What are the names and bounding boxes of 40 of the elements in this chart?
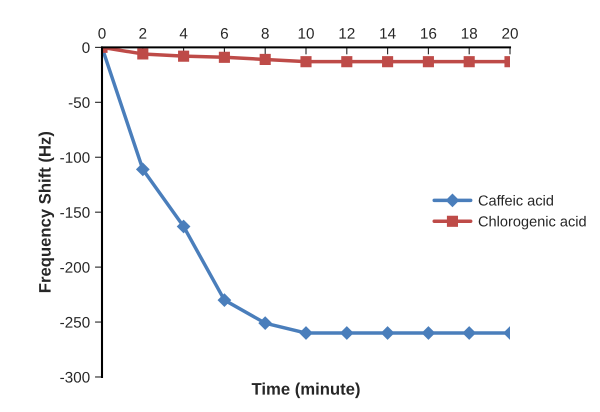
point: [300, 56, 312, 68]
x-tick-label: 10: [298, 28, 314, 39]
point: [462, 326, 476, 340]
point: [136, 162, 150, 176]
point: [178, 50, 190, 62]
x-tick-label: 4: [180, 28, 188, 39]
y-tick-label: -200: [60, 262, 90, 273]
point: [258, 316, 272, 330]
point: [380, 326, 394, 340]
point: [340, 326, 354, 340]
x-tick-label: 2: [139, 28, 146, 39]
x-tick-label: 18: [462, 28, 478, 39]
point: [422, 56, 434, 68]
point: [382, 56, 394, 68]
point: [137, 48, 148, 60]
y-axis-title: Frequency Shift (Hz): [38, 132, 54, 292]
y-tick-label: -300: [60, 372, 90, 383]
point: [464, 56, 475, 68]
legend-label: Caffeic acid: [478, 194, 553, 206]
y-tick-label: -150: [60, 207, 90, 218]
point: [260, 54, 271, 66]
x-tick-label: 0: [98, 28, 106, 39]
x-tick-label: 16: [421, 28, 436, 39]
legend-label: Chlorogenic acid: [478, 216, 586, 230]
y-tick-label: -50: [68, 97, 90, 108]
point: [176, 220, 190, 234]
x-tick-label: 8: [262, 28, 269, 39]
point: [218, 293, 232, 307]
point: [422, 326, 436, 340]
y-tick-label: -100: [60, 152, 90, 163]
point: [218, 52, 230, 63]
x-tick-label: 6: [220, 28, 228, 39]
x-tick-label: 14: [380, 28, 396, 39]
x-axis-title: Time (minute): [252, 382, 360, 398]
point: [341, 56, 352, 68]
x-tick-label: 20: [502, 28, 518, 39]
y-tick-label: 0: [82, 42, 90, 54]
x-tick-label: 12: [339, 28, 355, 39]
y-tick-label: -250: [60, 316, 90, 328]
point: [299, 326, 313, 340]
